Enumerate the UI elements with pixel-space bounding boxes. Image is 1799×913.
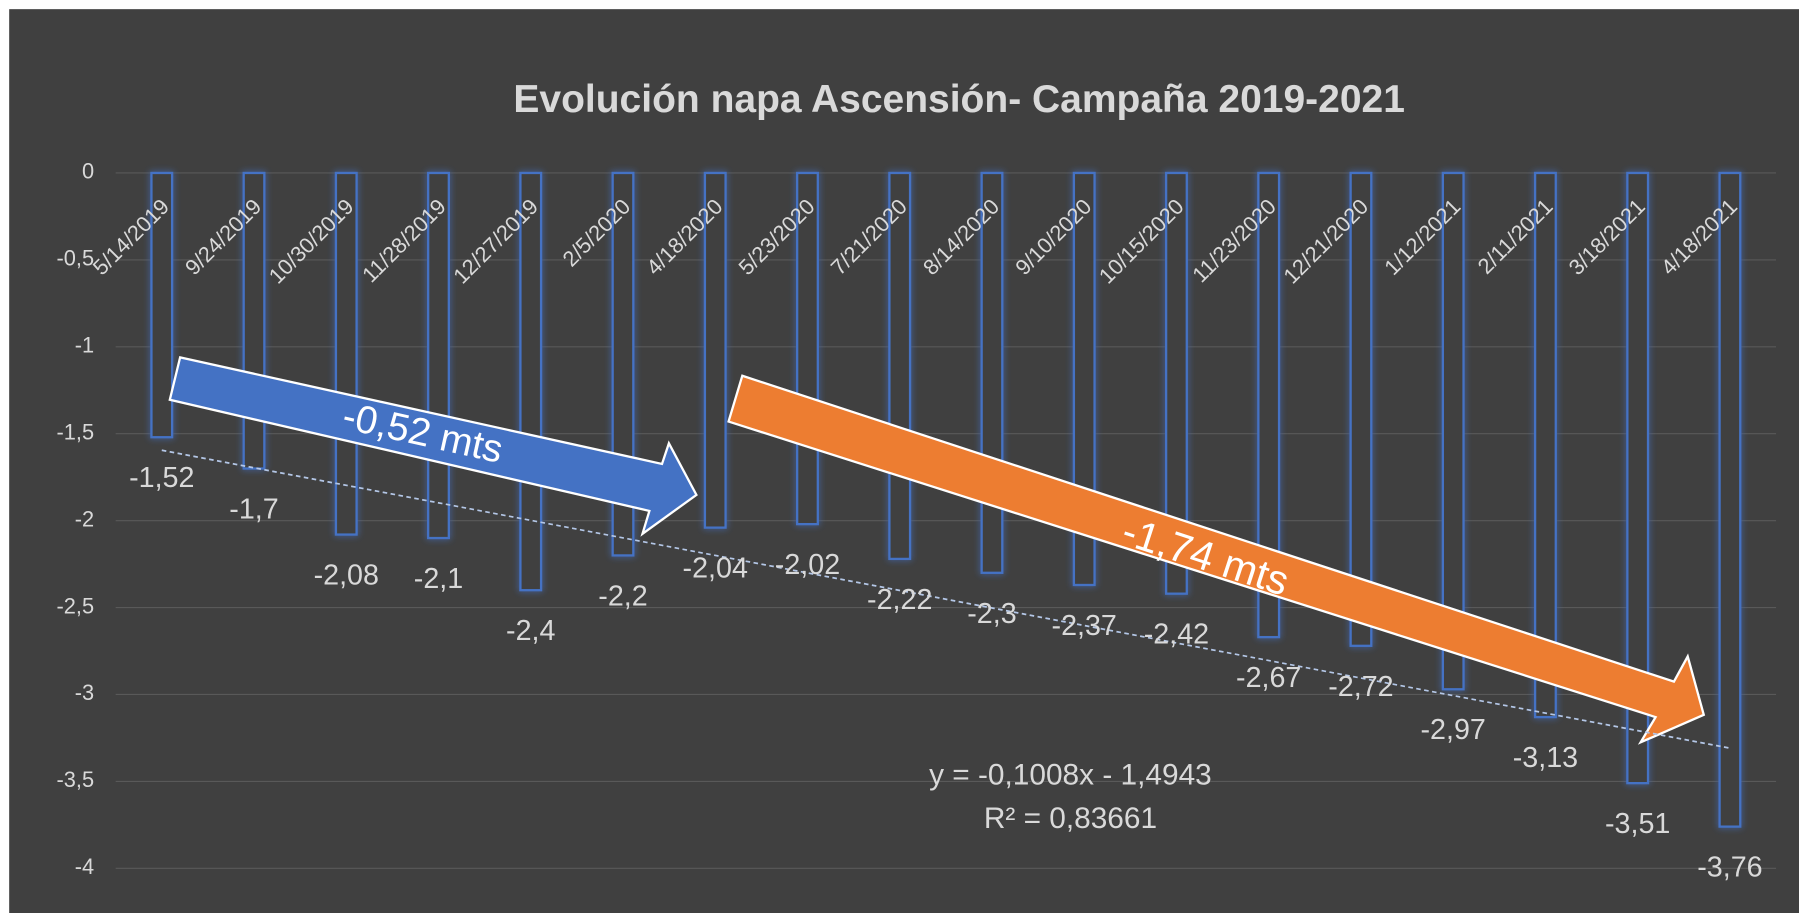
value-label: -3,13 bbox=[1513, 742, 1578, 774]
value-label: -2,4 bbox=[506, 615, 555, 647]
bar bbox=[1257, 171, 1281, 639]
y-tick-label: -4 bbox=[75, 854, 94, 879]
y-tick-label: -1 bbox=[75, 333, 94, 358]
value-label: -1,7 bbox=[229, 493, 278, 525]
value-label: -2,72 bbox=[1328, 671, 1393, 703]
arrow-orange bbox=[727, 374, 1706, 745]
bar bbox=[1349, 171, 1373, 647]
bar bbox=[703, 171, 727, 529]
value-label: -2,02 bbox=[775, 549, 840, 581]
y-tick-label: -3,5 bbox=[57, 767, 95, 792]
bar bbox=[1164, 171, 1188, 595]
bar bbox=[1626, 171, 1650, 785]
bars bbox=[150, 171, 1742, 828]
bar bbox=[519, 171, 543, 592]
annotation-arrows bbox=[168, 356, 1706, 745]
y-tick-label: -2 bbox=[75, 506, 94, 531]
grid: -4 -3,5 -3 -2,5 -2 -1,5 -1 -0,5 0 bbox=[57, 159, 1777, 879]
y-tick-label: -1,5 bbox=[57, 419, 95, 444]
trendline bbox=[161, 449, 1731, 749]
value-label: -2,67 bbox=[1236, 662, 1301, 694]
value-label: -2,3 bbox=[967, 598, 1016, 630]
bar bbox=[1718, 171, 1742, 828]
value-label: -2,37 bbox=[1052, 610, 1117, 642]
y-tick-label: -3 bbox=[75, 680, 94, 705]
value-label: -2,42 bbox=[1144, 619, 1209, 651]
bar bbox=[980, 171, 1004, 574]
value-label: -3,76 bbox=[1697, 852, 1762, 884]
bar bbox=[334, 171, 358, 536]
value-label: -1,52 bbox=[129, 462, 194, 494]
value-label: -2,97 bbox=[1421, 714, 1486, 746]
value-label: -2,2 bbox=[598, 580, 647, 612]
bar bbox=[1072, 171, 1096, 587]
value-label: -2,04 bbox=[683, 553, 748, 585]
value-label: -2,1 bbox=[414, 563, 463, 595]
bar bbox=[1441, 171, 1465, 691]
value-label: -2,08 bbox=[314, 560, 379, 592]
chart-title: Evolución napa Ascensión- Campaña 2019-2… bbox=[513, 78, 1405, 121]
value-label: -3,51 bbox=[1605, 808, 1670, 840]
y-tick-label: -2,5 bbox=[57, 593, 95, 618]
bar bbox=[1533, 171, 1557, 719]
y-tick-label: 0 bbox=[82, 159, 94, 184]
arrow-blue bbox=[168, 356, 698, 537]
bar bbox=[150, 171, 174, 439]
trendline-r2: R² = 0,83661 bbox=[984, 802, 1157, 835]
trendline-equation: y = -0,1008x - 1,4943 bbox=[929, 759, 1212, 792]
value-label: -2,22 bbox=[867, 584, 932, 616]
y-tick-label: -0,5 bbox=[57, 246, 95, 271]
